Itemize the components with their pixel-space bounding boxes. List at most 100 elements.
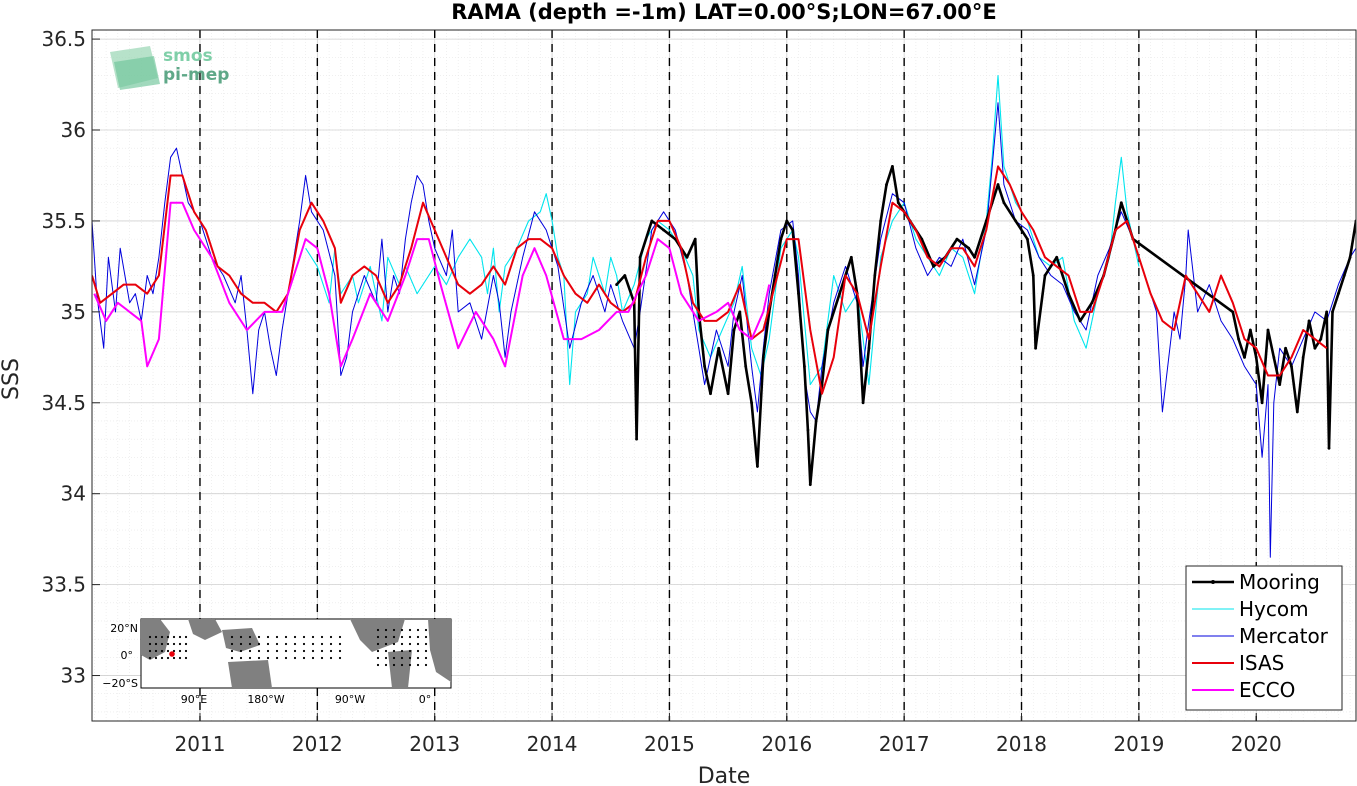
data-point-mooring (726, 392, 730, 396)
map-lat-label: −20°S (102, 677, 138, 690)
mooring-dot (257, 642, 261, 646)
mooring-dot (408, 635, 412, 639)
mooring-dot (293, 656, 297, 660)
mooring-dot (148, 656, 152, 660)
mooring-dot (320, 635, 324, 639)
axis-tick-labels: 33 33.5 34 34.5 35 35.5 36 36.5 2011 2012 2013 2014… (41, 27, 1281, 756)
mooring-dot (311, 642, 315, 646)
mooring-dot (384, 628, 388, 632)
mooring-dot (248, 635, 252, 639)
mooring-dot (166, 642, 170, 646)
data-point-mooring (867, 346, 871, 350)
data-point-mooring (1231, 310, 1235, 314)
data-point-mooring (791, 228, 795, 232)
data-point-mooring (1031, 274, 1035, 277)
y-tick-label: 33.5 (41, 573, 86, 597)
series-line-hycom (305, 74, 1140, 386)
south-america-landmass (388, 650, 412, 688)
data-point-mooring (693, 237, 697, 241)
x-tick-label: 2013 (409, 732, 460, 756)
mooring-dot (275, 642, 279, 646)
map-lon-label: 90°W (335, 693, 365, 706)
mooring-dot (320, 642, 324, 646)
mooring-dot (266, 656, 270, 660)
x-tick-label: 2014 (527, 732, 578, 756)
mooring-dot (154, 635, 158, 639)
axis-ticks (92, 38, 1257, 721)
mooring-dot (329, 635, 333, 639)
x-tick-label: 2016 (761, 732, 812, 756)
mooring-dot (257, 656, 261, 660)
mooring-dot (239, 649, 243, 653)
series-layer (92, 74, 1356, 558)
y-tick-label: 35 (61, 300, 86, 324)
y-tick-label: 36 (61, 118, 86, 142)
mooring-dot (184, 642, 188, 646)
mooring-dot (424, 635, 428, 639)
data-point-mooring (650, 219, 654, 223)
data-point-mooring (635, 437, 638, 441)
mooring-dot (257, 635, 261, 639)
y-tick-label: 35.5 (41, 209, 86, 233)
mooring-dot (424, 663, 428, 667)
mooring-dot (160, 642, 164, 646)
mooring-dot (230, 649, 234, 653)
data-point-mooring (623, 274, 627, 277)
data-point-mooring (1313, 346, 1317, 350)
data-point-mooring (885, 183, 888, 186)
data-point-mooring (838, 292, 842, 296)
mooring-dot (275, 649, 279, 653)
mooring-dot (172, 656, 176, 660)
data-point-mooring (1272, 355, 1276, 359)
mooring-dot (148, 649, 152, 653)
data-point-mooring (1002, 201, 1006, 205)
data-point-mooring (1301, 355, 1305, 359)
mooring-dot (302, 649, 306, 653)
series-line-isas (92, 165, 1328, 395)
data-point-mooring (1295, 410, 1299, 414)
mooring-dot (284, 649, 288, 653)
data-point-mooring (1266, 328, 1270, 332)
mooring-dot (184, 656, 188, 660)
mooring-dot (424, 642, 428, 646)
mooring-dot (248, 649, 252, 653)
mooring-dot (392, 649, 396, 653)
data-point-mooring (1237, 337, 1241, 341)
legend-label-hycom: Hycom (1239, 597, 1309, 621)
mooring-dot (166, 656, 170, 660)
australia-landmass (228, 660, 272, 688)
mooring-dot (160, 635, 164, 639)
data-point-mooring (1342, 274, 1346, 277)
mooring-dot (400, 635, 404, 639)
mooring-dot (311, 656, 315, 660)
data-point-mooring (1325, 310, 1329, 314)
data-point-mooring (761, 355, 765, 359)
data-point-mooring (826, 328, 830, 332)
mooring-dot (416, 649, 420, 653)
mooring-dot (400, 656, 404, 660)
mooring-dot (284, 656, 288, 660)
mooring-dot (392, 656, 396, 660)
mooring-dot (248, 642, 252, 646)
data-point-mooring (615, 283, 619, 286)
data-point-mooring (1078, 319, 1082, 323)
data-point-mooring (738, 310, 742, 314)
mooring-dot (416, 656, 420, 660)
legend-box (1185, 565, 1343, 711)
data-point-mooring (1327, 446, 1331, 450)
mooring-dot (160, 656, 164, 660)
mooring-dot (376, 642, 380, 646)
year-boundary-lines (199, 30, 1257, 721)
y-tick-label: 36.5 (41, 27, 86, 51)
data-point-mooring (1319, 337, 1323, 341)
data-point-mooring (873, 274, 877, 277)
mooring-dot (257, 649, 261, 653)
mooring-dot (384, 642, 388, 646)
africa-east-landmass (428, 619, 451, 682)
mooring-dot (275, 635, 279, 639)
legend-label-mercator: Mercator (1239, 624, 1329, 648)
chart-title: RAMA (depth =-1m) LAT=0.00°S;LON=67.00°E (451, 0, 997, 24)
mooring-dot (400, 642, 404, 646)
map-lon-label: 0° (419, 693, 432, 706)
mooring-dot (178, 642, 182, 646)
